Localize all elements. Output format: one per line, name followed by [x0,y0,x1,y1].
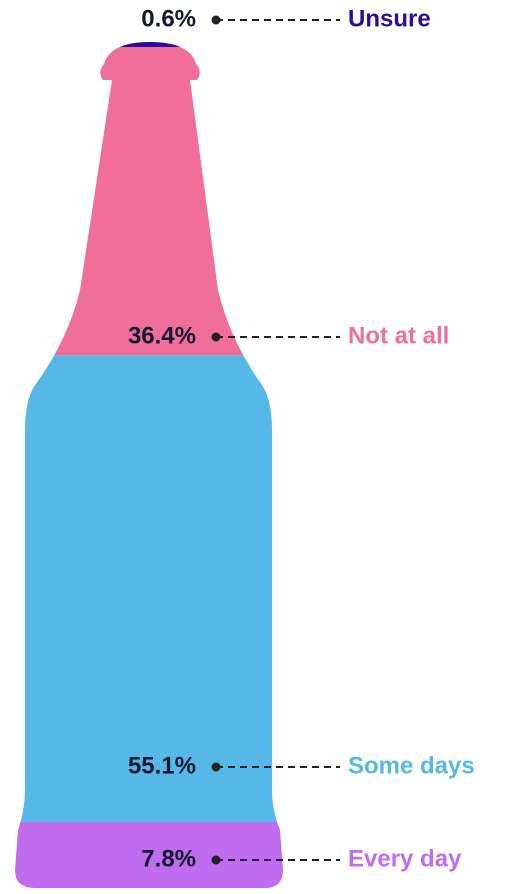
category-label: Some days [348,752,475,779]
value-label: 0.6% [141,5,196,32]
value-label: 36.4% [128,322,196,349]
category-label: Every day [348,845,462,872]
bottle-segment [15,355,283,822]
labels: 0.6% Unsure 36.4% Not at all 55.1% Some days 7… [128,5,475,872]
bottle-segment [15,47,283,356]
value-label: 55.1% [128,752,196,779]
value-label: 7.8% [141,845,196,872]
bottle-segment [15,42,283,48]
category-label: Unsure [348,5,431,32]
bottle-segment [15,821,283,888]
category-label: Not at all [348,322,449,349]
